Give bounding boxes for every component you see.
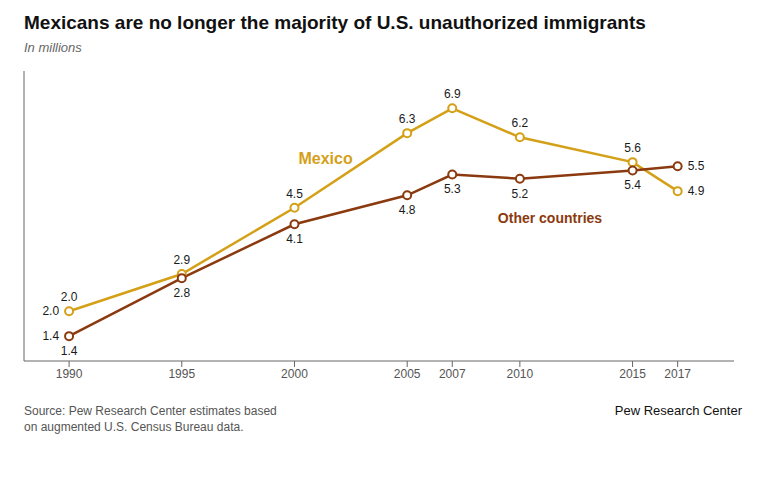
svg-text:2.9: 2.9 bbox=[173, 253, 190, 267]
svg-text:4.8: 4.8 bbox=[399, 203, 416, 217]
svg-text:5.3: 5.3 bbox=[444, 182, 461, 196]
svg-text:6.3: 6.3 bbox=[399, 112, 416, 126]
svg-text:5.4: 5.4 bbox=[624, 178, 641, 192]
svg-text:Other countries: Other countries bbox=[498, 210, 602, 226]
svg-text:2010: 2010 bbox=[507, 367, 534, 381]
html-text:Source: Pew Research Center es: Source: Pew Research Center estimates ba… bbox=[24, 404, 277, 418]
svg-text:2017: 2017 bbox=[664, 367, 691, 381]
svg-text:2015: 2015 bbox=[619, 367, 646, 381]
html-text:In millions: In millions bbox=[24, 40, 82, 55]
svg-text:1990: 1990 bbox=[56, 367, 83, 381]
svg-text:4.1: 4.1 bbox=[286, 232, 303, 246]
svg-text:5.2: 5.2 bbox=[512, 187, 529, 201]
svg-text:2005: 2005 bbox=[394, 367, 421, 381]
svg-text:2.0: 2.0 bbox=[42, 304, 59, 318]
svg-text:Mexico: Mexico bbox=[298, 150, 352, 167]
html-text:Pew Research Center: Pew Research Center bbox=[614, 403, 742, 418]
html-text:on augmented U.S. Census Burea: on augmented U.S. Census Bureau data. bbox=[24, 420, 244, 434]
svg-text:4.5: 4.5 bbox=[286, 187, 303, 201]
svg-text:1.4: 1.4 bbox=[42, 329, 59, 343]
svg-text:5.5: 5.5 bbox=[688, 159, 705, 173]
svg-text:6.2: 6.2 bbox=[512, 116, 529, 130]
svg-text:2007: 2007 bbox=[439, 367, 466, 381]
svg-text:4.9: 4.9 bbox=[688, 184, 705, 198]
svg-text:5.6: 5.6 bbox=[624, 141, 641, 155]
svg-text:1995: 1995 bbox=[168, 367, 195, 381]
svg-text:1.4: 1.4 bbox=[61, 344, 78, 358]
html-text:Mexicans are no longer the maj: Mexicans are no longer the majority of U… bbox=[24, 12, 646, 33]
svg-text:2.8: 2.8 bbox=[173, 286, 190, 300]
svg-text:2.0: 2.0 bbox=[61, 290, 78, 304]
svg-text:2000: 2000 bbox=[281, 367, 308, 381]
svg-text:6.9: 6.9 bbox=[444, 87, 461, 101]
